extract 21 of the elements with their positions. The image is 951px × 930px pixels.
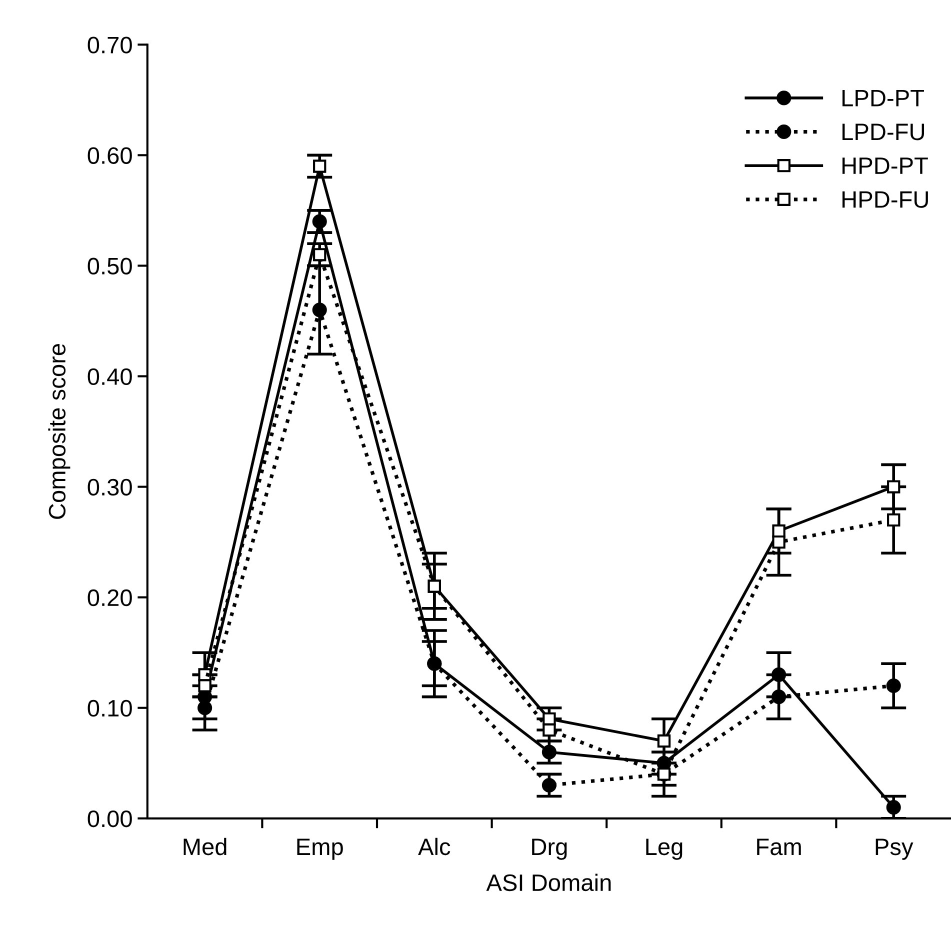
y-tick-label: 0.50 [88, 258, 132, 274]
x-tick-label: Alc [418, 838, 450, 856]
y-tick-label: 0.10 [88, 700, 132, 717]
y-tick-label: 0.70 [88, 36, 132, 54]
x-axis-title: ASI Domain [486, 874, 611, 892]
y-tick-label: 0.00 [88, 810, 132, 828]
y-tick-label: 0.30 [88, 478, 132, 496]
legend-label: HPD-FU [842, 191, 928, 208]
x-tick-label: Med [184, 838, 226, 856]
legend-label: LPD-FU [842, 124, 924, 140]
x-tick-label: Leg [646, 838, 682, 860]
x-tick-label: Psy [876, 838, 914, 860]
x-tick-label: Drg [532, 838, 567, 860]
x-tick-label: Fam [757, 838, 801, 856]
y-axis-title: Composite score [48, 344, 70, 519]
x-tick-label: Emp [297, 838, 343, 860]
y-tick-label: 0.40 [88, 368, 132, 386]
y-tick-label: 0.20 [88, 589, 132, 606]
y-tick-label: 0.60 [88, 147, 132, 164]
legend-label: LPD-PT [842, 90, 924, 106]
legend-label: HPD-PT [842, 158, 928, 174]
